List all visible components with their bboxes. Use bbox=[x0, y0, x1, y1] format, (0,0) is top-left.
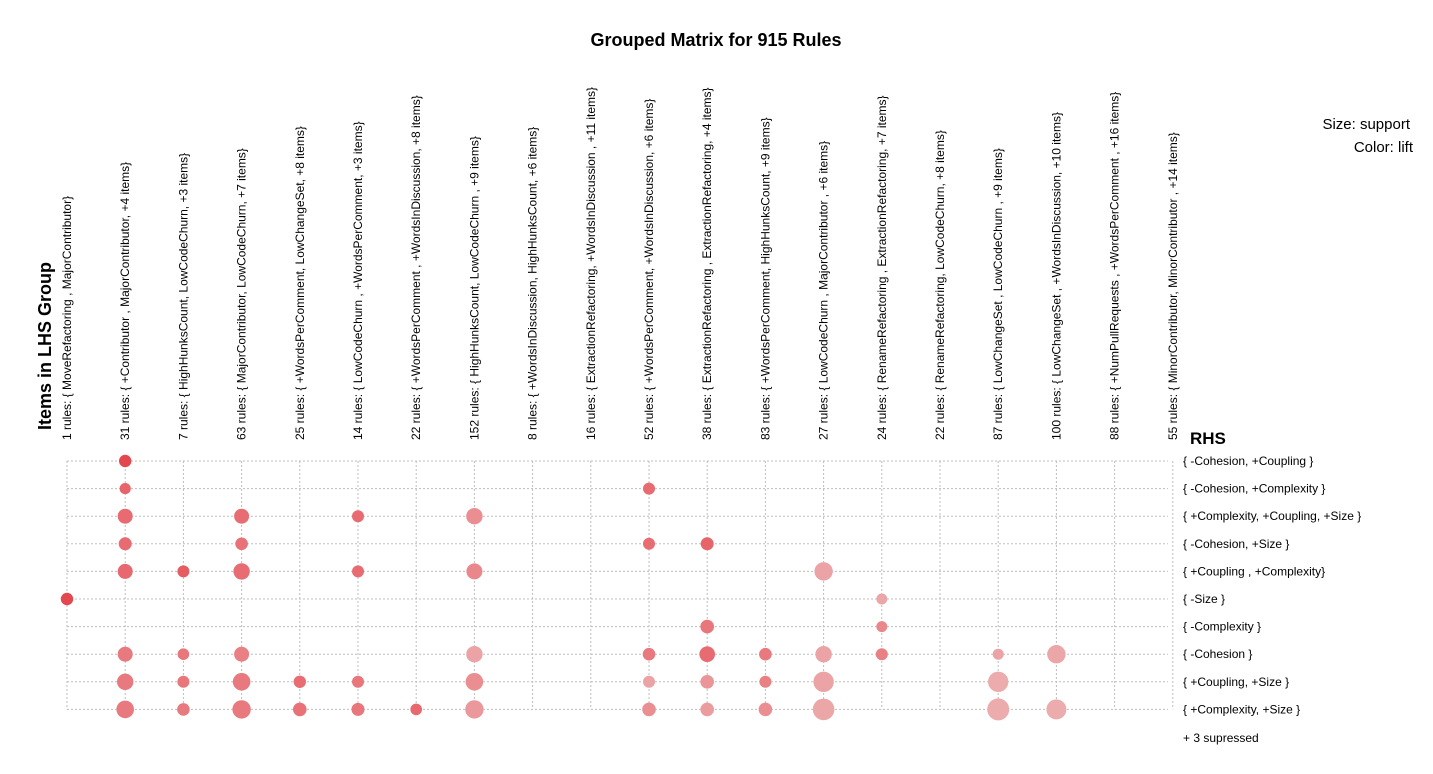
rule-point bbox=[988, 671, 1009, 692]
rule-point bbox=[234, 646, 250, 662]
lhs-group-label: 7 rules: { HighHunksCount, LowCodeChurn,… bbox=[176, 153, 190, 440]
legend-size: Size: support bbox=[1322, 116, 1410, 133]
rule-point bbox=[812, 698, 835, 721]
rhs-item-label: { -Cohesion, +Complexity } bbox=[1183, 482, 1325, 496]
rule-point bbox=[700, 619, 714, 634]
rule-point bbox=[232, 700, 251, 719]
rhs-item-label: { -Complexity } bbox=[1183, 620, 1261, 634]
rule-point bbox=[700, 702, 714, 717]
lhs-group-label: 88 rules: { +NumPullRequests , +WordsPer… bbox=[1108, 92, 1122, 440]
rule-point bbox=[815, 646, 832, 663]
legend-color: Color: lift bbox=[1354, 139, 1414, 156]
lhs-group-label: 24 rules: { RenameRefactoring , Extracti… bbox=[875, 95, 889, 440]
rule-point bbox=[352, 565, 364, 578]
rule-point bbox=[987, 698, 1010, 721]
rule-point bbox=[700, 675, 714, 689]
rule-point bbox=[177, 703, 190, 716]
rule-point bbox=[875, 648, 888, 661]
rhs-item-label: { -Cohesion } bbox=[1183, 647, 1252, 661]
rule-point bbox=[465, 673, 484, 691]
rule-point bbox=[992, 648, 1004, 660]
rule-point bbox=[116, 700, 134, 719]
lhs-group-label: 38 rules: { ExtractionRefactoring , Extr… bbox=[700, 87, 714, 440]
rule-point bbox=[643, 675, 655, 688]
rhs-item-label: { -Size } bbox=[1183, 592, 1225, 606]
rhs-item-label: { +Coupling, +Size } bbox=[1183, 675, 1289, 689]
rule-point bbox=[876, 593, 888, 605]
rule-point bbox=[1046, 699, 1067, 720]
rule-point bbox=[235, 537, 248, 551]
grid-layer bbox=[66, 460, 1174, 710]
rule-point bbox=[232, 673, 251, 691]
rule-point bbox=[642, 647, 656, 661]
rhs-item-labels: { -Cohesion, +Coupling } { -Cohesion, +Co… bbox=[1183, 454, 1361, 716]
lhs-group-label: 52 rules: { +WordsPerComment, +WordsInDi… bbox=[642, 99, 656, 440]
rule-point bbox=[410, 703, 423, 716]
rule-point bbox=[466, 563, 483, 580]
rule-point bbox=[177, 675, 190, 688]
rule-point bbox=[117, 646, 133, 662]
rhs-axis-title: RHS bbox=[1190, 429, 1226, 448]
rule-point bbox=[813, 671, 834, 692]
rule-point bbox=[643, 537, 655, 550]
rule-point bbox=[117, 508, 133, 524]
rule-point bbox=[234, 508, 250, 524]
rhs-item-label: { +Complexity, +Size } bbox=[1183, 702, 1300, 716]
rule-point bbox=[118, 537, 132, 551]
rule-point bbox=[119, 454, 132, 468]
points-layer bbox=[60, 454, 1067, 721]
lhs-group-label: 8 rules: { +WordsInDiscussion, HighHunks… bbox=[526, 127, 540, 440]
lhs-group-label: 63 rules: { MajorContributor, LowCodeChu… bbox=[235, 148, 249, 440]
rule-point bbox=[352, 510, 364, 523]
rule-point bbox=[1047, 645, 1066, 664]
rhs-item-label: { -Cohesion, +Coupling } bbox=[1183, 454, 1313, 468]
lhs-group-label: 100 rules: { LowChangeSet , +WordsInDisc… bbox=[1049, 112, 1063, 440]
chart-title: Grouped Matrix for 915 Rules bbox=[590, 30, 841, 50]
rule-point bbox=[293, 702, 307, 717]
rule-point bbox=[465, 700, 484, 719]
rule-point bbox=[117, 563, 133, 579]
lhs-group-labels: 1 rules: { MoveRefactoring , MajorContri… bbox=[60, 87, 1180, 440]
rule-point bbox=[876, 621, 888, 633]
lhs-axis-title: Items in LHS Group bbox=[35, 262, 55, 430]
rule-point bbox=[643, 482, 655, 495]
rule-point bbox=[814, 562, 833, 581]
rule-point bbox=[466, 508, 483, 525]
lhs-group-label: 22 rules: { RenameRefactoring, LowCodeCh… bbox=[933, 130, 947, 440]
rhs-item-label: { -Cohesion, +Size } bbox=[1183, 537, 1289, 551]
rule-point bbox=[759, 675, 772, 688]
lhs-group-label: 55 rules: { MinorContributor, MinorContr… bbox=[1166, 132, 1180, 440]
lhs-group-label: 14 rules: { LowCodeChurn , +WordsPerComm… bbox=[351, 121, 365, 440]
lhs-group-label: 152 rules: { HighHunksCount, LowCodeChur… bbox=[467, 136, 481, 440]
rule-point bbox=[293, 675, 306, 688]
rule-point bbox=[233, 563, 250, 580]
lhs-group-label: 31 rules: { +Contributor , MajorContribu… bbox=[118, 162, 132, 440]
lhs-group-label: 27 rules: { LowCodeChurn , MajorContribu… bbox=[817, 141, 831, 440]
suppressed-note: + 3 supressed bbox=[1183, 731, 1259, 745]
rule-point bbox=[117, 673, 134, 690]
lhs-group-label: 87 rules: { LowChangeSet , LowCodeChurn … bbox=[991, 148, 1005, 440]
lhs-group-label: 16 rules: { ExtractionRefactoring, +Word… bbox=[584, 87, 598, 440]
lhs-group-label: 22 rules: { +WordsPerComment , +WordsInD… bbox=[409, 95, 423, 440]
rule-point bbox=[758, 702, 773, 717]
lhs-group-label: 25 rules: { +WordsPerComment, LowChangeS… bbox=[293, 126, 307, 440]
rule-point bbox=[177, 565, 190, 578]
rule-point bbox=[351, 702, 365, 716]
rhs-item-label: { +Coupling , +Complexity} bbox=[1183, 564, 1325, 578]
rule-point bbox=[352, 675, 364, 688]
rule-point bbox=[60, 592, 74, 606]
rule-point bbox=[119, 483, 131, 495]
rule-point bbox=[700, 537, 714, 551]
rule-point bbox=[759, 647, 772, 661]
rule-point bbox=[177, 648, 190, 660]
rule-point bbox=[699, 646, 715, 662]
lhs-group-label: 1 rules: { MoveRefactoring , MajorContri… bbox=[60, 196, 74, 440]
rule-point bbox=[642, 702, 656, 717]
rule-point bbox=[466, 646, 483, 663]
lhs-group-label: 83 rules: { +WordsPerComment, HighHunksC… bbox=[758, 117, 772, 440]
rhs-item-label: { +Complexity, +Coupling, +Size } bbox=[1183, 509, 1361, 523]
